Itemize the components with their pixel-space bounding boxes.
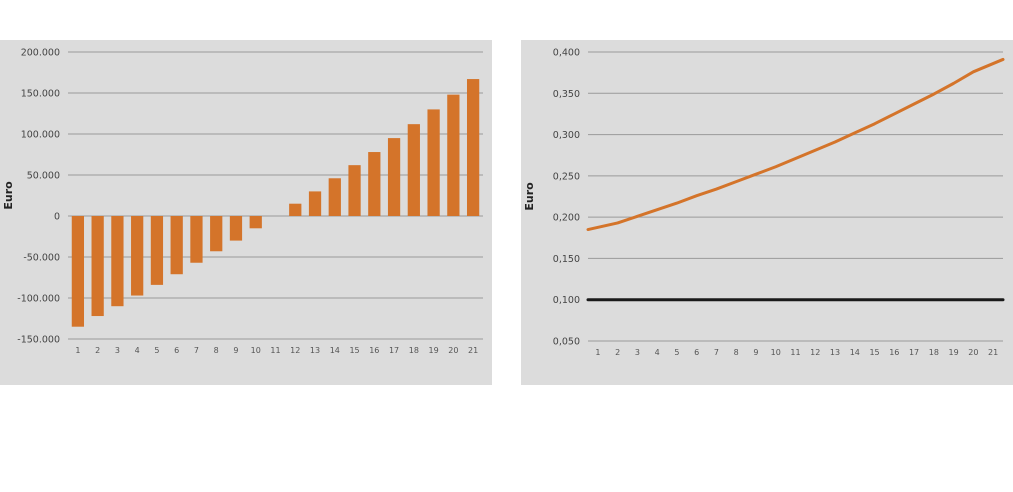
bar — [368, 152, 381, 216]
bar — [348, 165, 361, 216]
x-tick-label: 7 — [194, 346, 199, 355]
bar — [170, 216, 183, 275]
bar-chart: -150.000 -100.000 -50.000 0 50.000 100.000 150… — [2, 48, 483, 355]
x-tick-label: 11 — [270, 346, 280, 355]
y-tick-label: -150.000 — [17, 335, 60, 346]
x-tick-label: 8 — [214, 346, 219, 355]
x-tick-label: 17 — [909, 348, 919, 357]
x-tick-label: 19 — [429, 346, 439, 355]
x-tick-label: 4 — [135, 346, 140, 355]
x-tick-label: 12 — [810, 348, 820, 357]
x-tick-label: 3 — [635, 348, 640, 357]
bar — [71, 216, 85, 327]
y-tick-label: 0,400 — [553, 48, 580, 59]
x-tick-label: 20 — [968, 348, 978, 357]
x-tick-label: 13 — [310, 346, 320, 355]
x-tick-label: 1 — [75, 346, 80, 355]
x-tick-label: 2 — [95, 346, 100, 355]
bar — [289, 203, 302, 216]
y-axis-label: Euro — [2, 181, 15, 210]
y-tick-label: 0,300 — [553, 130, 580, 141]
x-tick-label: 6 — [174, 346, 179, 355]
bar — [229, 216, 243, 241]
y-tick-label: 0,200 — [553, 213, 580, 224]
x-tick-label: 1 — [595, 348, 600, 357]
x-tick-label: 17 — [389, 346, 399, 355]
bar — [150, 216, 164, 285]
x-tick-label: 8 — [734, 348, 739, 357]
x-tick-label: 9 — [753, 348, 758, 357]
y-tick-label: -50.000 — [23, 253, 60, 264]
x-tick-label: 14 — [850, 348, 860, 357]
y-tick-label: -100.000 — [17, 294, 60, 305]
x-tick-label: 10 — [251, 346, 261, 355]
y-tick-label: 0,100 — [553, 295, 580, 306]
x-tick-label: 14 — [330, 346, 340, 355]
y-tick-label: 0,150 — [553, 254, 580, 265]
x-tick-label: 9 — [233, 346, 238, 355]
y-tick-label: 50.000 — [27, 171, 60, 182]
bar — [308, 191, 322, 216]
bar — [111, 216, 124, 307]
line-chart-panel: 0,050 0,100 0,150 0,200 0,250 0,300 0,350 0,400… — [521, 40, 1013, 385]
y-tick-label: 200.000 — [21, 48, 60, 59]
bar — [210, 216, 223, 252]
x-tick-label: 15 — [869, 348, 879, 357]
x-tick-label: 10 — [771, 348, 781, 357]
x-tick-label: 11 — [790, 348, 800, 357]
y-tick-label: 0,350 — [553, 89, 580, 100]
x-tick-label: 18 — [929, 348, 939, 357]
x-tick-label: 6 — [694, 348, 699, 357]
x-tick-label: 5 — [154, 346, 159, 355]
y-tick-label: 0 — [54, 212, 60, 223]
bar — [328, 178, 341, 216]
bar — [249, 216, 262, 229]
x-tick-label: 15 — [349, 346, 359, 355]
y-axis-label: Euro — [523, 182, 536, 211]
x-tick-label: 20 — [448, 346, 458, 355]
x-tick-label: 5 — [674, 348, 679, 357]
y-tick-label: 0,250 — [553, 171, 580, 182]
bar — [131, 216, 144, 296]
series-line — [586, 57, 1005, 232]
bar — [466, 79, 480, 216]
bar — [91, 216, 104, 317]
y-tick-label: 0,050 — [553, 337, 580, 348]
x-tick-label: 3 — [115, 346, 120, 355]
x-tick-label: 19 — [949, 348, 959, 357]
bar — [190, 216, 203, 263]
line-chart: 0,050 0,100 0,150 0,200 0,250 0,300 0,350 0,400… — [523, 48, 1005, 357]
x-tick-label: 21 — [988, 348, 998, 357]
x-tick-label: 13 — [830, 348, 840, 357]
x-tick-label: 7 — [714, 348, 719, 357]
x-tick-label: 4 — [655, 348, 660, 357]
bar — [447, 94, 460, 216]
x-tick-label: 21 — [468, 346, 478, 355]
bar — [407, 124, 420, 216]
bar — [427, 109, 440, 216]
y-tick-label: 100.000 — [21, 130, 60, 141]
x-tick-label: 18 — [409, 346, 419, 355]
x-tick-label: 12 — [290, 346, 300, 355]
y-tick-label: 150.000 — [21, 89, 60, 100]
x-tick-label: 2 — [615, 348, 620, 357]
bar — [387, 138, 401, 216]
x-tick-label: 16 — [369, 346, 379, 355]
x-tick-label: 16 — [889, 348, 899, 357]
bar-chart-panel: -150.000 -100.000 -50.000 0 50.000 100.000 150… — [0, 40, 492, 385]
